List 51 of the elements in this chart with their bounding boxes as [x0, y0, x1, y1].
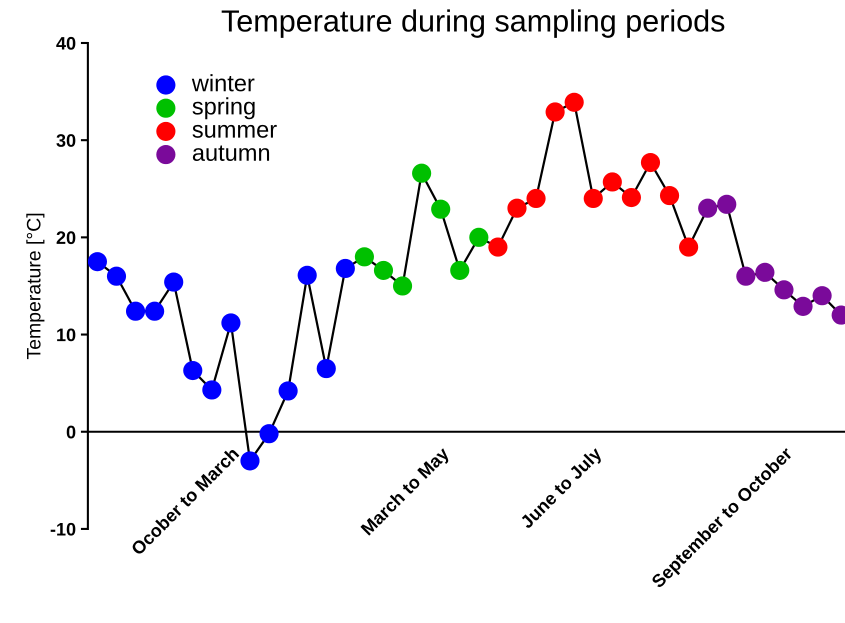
point	[88, 252, 107, 272]
point	[354, 247, 374, 266]
y-tick-label: 0	[66, 426, 76, 438]
y-tick-label: 10	[57, 328, 76, 342]
point	[202, 380, 222, 400]
point	[564, 92, 584, 112]
legend-label: spring	[192, 97, 255, 120]
chart-title: Temperature during sampling periods	[222, 9, 724, 38]
point	[507, 198, 527, 218]
y-axis-title: Temperature [°C]	[26, 214, 44, 360]
point	[298, 266, 317, 285]
point	[106, 266, 126, 286]
y-tick-label: 20	[56, 231, 76, 244]
point	[488, 238, 508, 257]
point	[660, 186, 680, 206]
point	[392, 276, 412, 296]
point	[469, 228, 488, 247]
point	[698, 198, 718, 218]
point	[316, 358, 336, 378]
point	[221, 313, 240, 332]
legend-label: winter	[192, 74, 254, 92]
point	[602, 172, 622, 192]
y-tick-label: 30	[56, 134, 76, 147]
point	[164, 272, 184, 292]
point	[183, 360, 202, 380]
point	[622, 188, 641, 208]
point	[374, 260, 394, 280]
point	[717, 194, 736, 214]
point	[431, 200, 450, 219]
point	[640, 152, 660, 172]
point	[145, 302, 164, 321]
point	[793, 296, 813, 316]
point	[755, 262, 774, 282]
point	[679, 238, 698, 257]
point	[336, 258, 355, 278]
point	[259, 424, 279, 444]
point	[278, 381, 298, 400]
point	[774, 280, 794, 300]
point	[546, 102, 565, 122]
legend-label: summer	[192, 124, 277, 138]
point	[450, 260, 470, 280]
legend-label: autumn	[192, 146, 270, 162]
point	[736, 266, 756, 286]
point	[412, 164, 432, 183]
y-tick-label: 40	[56, 36, 76, 50]
point	[240, 451, 260, 470]
point	[812, 286, 832, 306]
point	[526, 188, 546, 208]
point	[584, 188, 603, 208]
point	[126, 302, 146, 321]
y-tick-label: -10	[50, 522, 76, 536]
